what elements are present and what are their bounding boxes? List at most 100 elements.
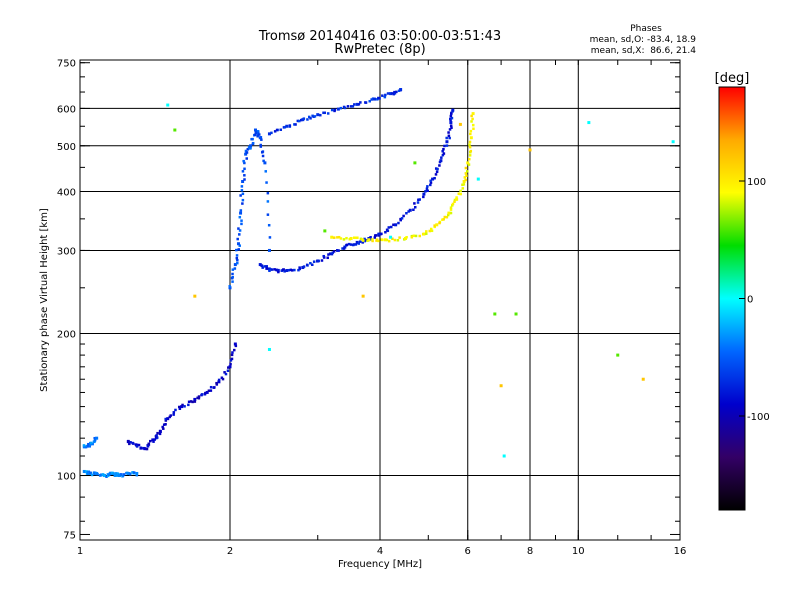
data-point <box>241 202 244 205</box>
data-point <box>267 248 271 252</box>
data-point <box>462 183 466 186</box>
data-point <box>359 101 362 104</box>
data-point <box>86 472 90 475</box>
data-point <box>260 138 263 141</box>
data-point <box>385 238 389 242</box>
data-point <box>213 386 216 389</box>
data-point <box>158 429 162 433</box>
data-point <box>275 268 278 272</box>
data-point <box>434 167 438 170</box>
data-point <box>369 235 372 239</box>
data-point <box>428 229 432 233</box>
data-point <box>263 265 267 268</box>
data-point <box>354 243 358 246</box>
data-point <box>448 128 452 131</box>
data-point <box>164 419 168 422</box>
data-point <box>230 357 234 361</box>
data-point <box>164 423 167 426</box>
data-point <box>220 376 224 380</box>
data-point <box>145 447 149 451</box>
data-point <box>131 441 134 445</box>
data-point <box>247 145 251 149</box>
data-point <box>162 423 166 426</box>
data-point <box>287 268 291 272</box>
data-point <box>168 415 172 419</box>
data-point <box>346 105 350 108</box>
data-point <box>426 189 429 193</box>
data-point <box>238 244 241 247</box>
data-point <box>362 239 365 242</box>
data-point <box>258 133 261 136</box>
data-point <box>336 236 339 239</box>
data-point <box>616 353 620 357</box>
data-point <box>158 432 162 436</box>
data-point <box>422 232 426 236</box>
data-point <box>386 92 390 95</box>
data-point <box>416 201 420 204</box>
data-point <box>269 268 273 271</box>
data-point <box>471 123 475 127</box>
data-point <box>153 438 157 441</box>
data-point <box>298 266 301 269</box>
data-point <box>426 185 429 188</box>
data-point <box>267 347 271 351</box>
data-point <box>235 248 238 252</box>
data-point <box>142 447 145 450</box>
chart-subtitle: RwPretec (8p) <box>334 42 425 57</box>
data-point <box>256 130 260 133</box>
data-point <box>135 473 139 477</box>
data-point <box>455 197 459 201</box>
data-point <box>438 221 441 225</box>
data-point <box>447 211 451 215</box>
data-point <box>200 393 204 396</box>
data-point <box>236 242 240 246</box>
data-point <box>326 256 329 260</box>
data-point <box>241 192 245 196</box>
data-point <box>289 268 293 272</box>
data-point <box>331 251 335 254</box>
data-point <box>361 241 364 244</box>
data-point <box>342 238 346 241</box>
data-point <box>459 189 462 193</box>
y-tick-label: 400 <box>57 188 76 199</box>
data-point <box>181 403 184 407</box>
data-point <box>296 119 300 123</box>
data-point <box>355 102 359 106</box>
data-point <box>464 178 467 182</box>
data-point <box>499 384 503 388</box>
colorbar-tick-label: 0 <box>747 295 753 306</box>
data-point <box>265 267 268 270</box>
data-point <box>429 227 433 231</box>
data-point <box>429 181 433 184</box>
data-point <box>447 134 451 138</box>
data-point <box>353 103 356 106</box>
data-point <box>249 144 253 148</box>
data-point <box>414 206 417 209</box>
data-point <box>239 211 243 215</box>
data-point <box>465 174 468 178</box>
data-point <box>402 214 405 218</box>
data-point <box>377 239 380 243</box>
data-point <box>381 238 384 242</box>
data-point <box>230 353 234 357</box>
y-tick-label: 75 <box>63 530 76 541</box>
data-point <box>343 245 347 249</box>
data-point <box>261 154 265 158</box>
data-point <box>275 128 279 132</box>
data-point <box>413 202 416 205</box>
data-point <box>387 239 391 243</box>
data-point <box>449 114 453 118</box>
data-point <box>251 141 255 145</box>
data-point <box>169 414 172 417</box>
data-point <box>459 192 462 196</box>
data-point <box>312 260 316 263</box>
data-point <box>306 118 309 121</box>
data-point <box>377 96 380 100</box>
data-point <box>226 369 230 372</box>
data-point <box>235 256 239 260</box>
data-point <box>283 125 287 129</box>
data-point <box>260 264 264 268</box>
data-point <box>228 285 231 288</box>
data-point <box>273 268 276 271</box>
data-point <box>323 229 327 233</box>
